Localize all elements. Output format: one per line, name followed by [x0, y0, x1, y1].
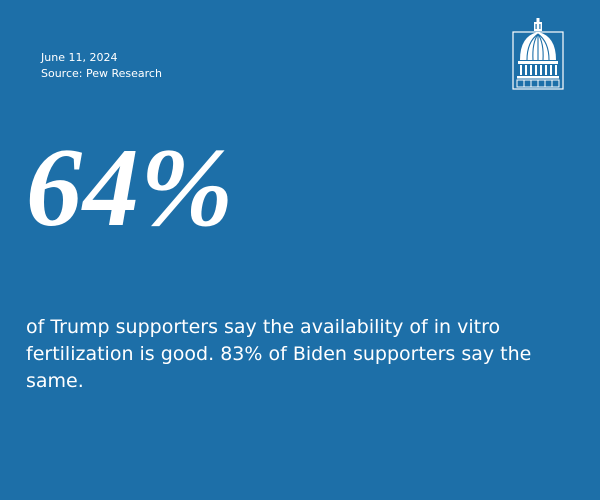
headline-stat: 64% [26, 126, 235, 250]
date-label: June 11, 2024 [41, 51, 118, 64]
stat-description: of Trump supporters say the availability… [26, 316, 532, 392]
source-label: Source: Pew Research [41, 67, 162, 80]
meta-info: June 11, 2024 Source: Pew Research [41, 50, 162, 82]
capitol-dome-icon [512, 18, 564, 90]
